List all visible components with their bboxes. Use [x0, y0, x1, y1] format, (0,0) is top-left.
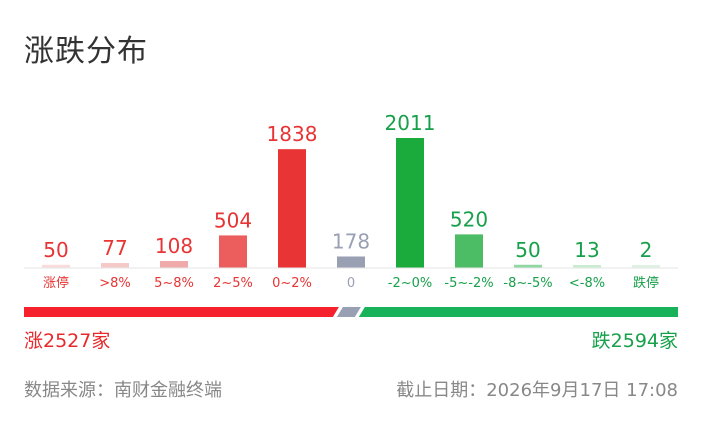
chart-title: 涨跌分布 — [24, 34, 148, 69]
category-label: 0~2% — [272, 276, 312, 291]
data-source: 数据来源：南财金融终端 — [24, 380, 222, 401]
down-segment — [358, 307, 678, 317]
bar-value-label: 50 — [515, 238, 540, 262]
bar-value-label: 77 — [102, 236, 127, 260]
bar-value-label: 50 — [43, 238, 68, 262]
category-label: <-8% — [569, 276, 605, 291]
category-label: 0 — [347, 276, 355, 291]
bar-value-label: 2011 — [385, 111, 436, 135]
bar — [455, 234, 483, 268]
category-label: >8% — [99, 276, 131, 291]
bar — [219, 235, 247, 268]
bar — [278, 149, 306, 268]
bar — [514, 264, 542, 268]
bar-value-label: 108 — [155, 234, 193, 258]
category-label: -5~-2% — [444, 276, 493, 291]
category-label: 涨停 — [43, 275, 69, 291]
bar — [573, 265, 601, 268]
category-label: -8~-5% — [503, 276, 552, 291]
bar — [396, 138, 424, 268]
category-label: 2~5% — [213, 276, 253, 291]
bar-value-label: 520 — [450, 207, 488, 231]
category-label: 5~8% — [154, 276, 194, 291]
up-count-label: 涨2527家 — [24, 330, 111, 352]
flat-segment — [336, 307, 361, 317]
bar — [337, 256, 365, 268]
bar-value-label: 504 — [214, 208, 252, 232]
down-count-label: 跌2594家 — [591, 330, 678, 352]
bar — [160, 261, 188, 268]
bar — [42, 264, 70, 268]
bar-value-label: 2 — [640, 238, 653, 262]
bar-value-label: 178 — [332, 229, 370, 253]
cutoff-date: 截止日期：2026年9月17日 17:08 — [396, 380, 678, 401]
up-segment — [24, 307, 339, 317]
category-label: -2~0% — [388, 276, 432, 291]
category-label: 跌停 — [633, 275, 659, 291]
bar — [632, 265, 660, 268]
bar — [101, 263, 129, 268]
distribution-chart: 50 涨停 77 >8% 108 5~8% 504 2~5% 1838 0~2% 178 0 2011 -… — [24, 111, 678, 317]
bar-value-label: 1838 — [267, 122, 318, 146]
bar-value-label: 13 — [574, 238, 599, 262]
